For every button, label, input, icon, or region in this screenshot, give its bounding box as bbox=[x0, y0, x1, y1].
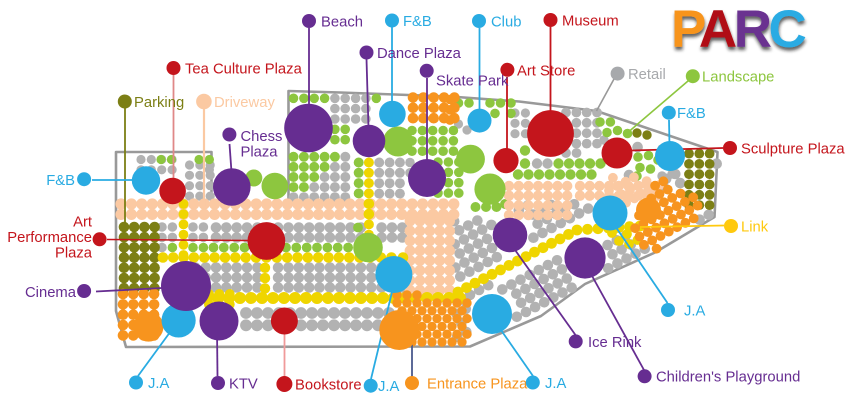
svg-text:F&B: F&B bbox=[677, 106, 706, 122]
svg-text:Skate Park: Skate Park bbox=[436, 74, 509, 90]
svg-text:Beach: Beach bbox=[321, 15, 363, 31]
svg-text:J.A: J.A bbox=[378, 379, 400, 395]
svg-text:J.A: J.A bbox=[545, 376, 567, 392]
svg-text:Plaza: Plaza bbox=[241, 145, 279, 161]
svg-text:Parking: Parking bbox=[134, 95, 184, 111]
svg-text:Chess: Chess bbox=[241, 129, 283, 145]
svg-text:J.A: J.A bbox=[148, 376, 170, 392]
svg-text:Club: Club bbox=[491, 15, 521, 31]
svg-text:Entrance Plaza: Entrance Plaza bbox=[427, 377, 528, 393]
svg-text:Retail: Retail bbox=[628, 67, 666, 83]
svg-text:Dance Plaza: Dance Plaza bbox=[377, 46, 462, 62]
svg-text:PARC: PARC bbox=[671, 0, 805, 59]
svg-text:Driveway: Driveway bbox=[214, 95, 275, 111]
svg-text:J.A: J.A bbox=[684, 304, 706, 320]
svg-text:Art Store: Art Store bbox=[517, 64, 575, 80]
svg-text:Performance: Performance bbox=[7, 230, 92, 246]
svg-text:Landscape: Landscape bbox=[702, 70, 774, 86]
svg-text:Sculpture Plaza: Sculpture Plaza bbox=[741, 142, 845, 158]
svg-text:Museum: Museum bbox=[562, 14, 619, 30]
svg-text:Art: Art bbox=[73, 215, 92, 231]
svg-text:Cinema: Cinema bbox=[25, 285, 77, 301]
svg-text:Children's Playground: Children's Playground bbox=[656, 370, 800, 386]
svg-text:Link: Link bbox=[741, 220, 769, 236]
svg-text:F&B: F&B bbox=[46, 173, 75, 189]
svg-text:Bookstore: Bookstore bbox=[295, 378, 362, 394]
svg-text:Plaza: Plaza bbox=[55, 246, 93, 262]
svg-text:Ice Rink: Ice Rink bbox=[588, 335, 642, 351]
svg-text:Tea Culture Plaza: Tea Culture Plaza bbox=[185, 62, 303, 78]
svg-text:KTV: KTV bbox=[229, 377, 258, 393]
svg-text:F&B: F&B bbox=[403, 14, 432, 30]
